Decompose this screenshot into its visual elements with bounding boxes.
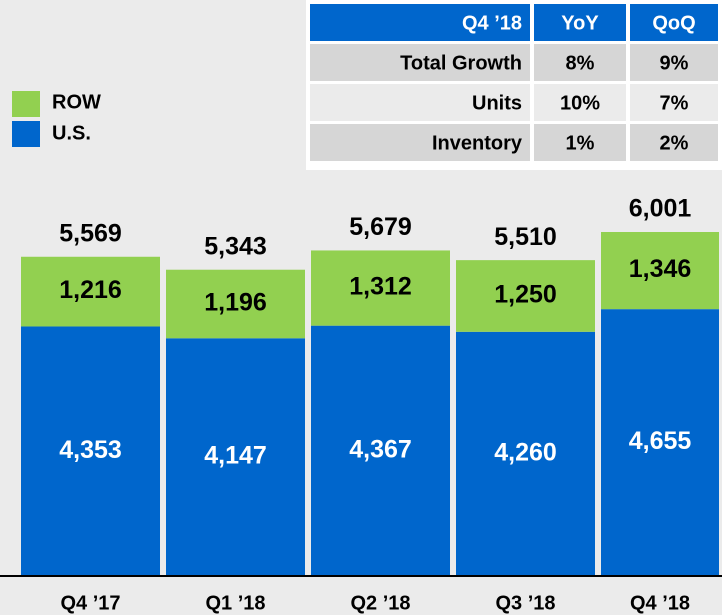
table-text: 8% (566, 52, 595, 74)
x-tick-label: Q1 ’18 (205, 592, 265, 614)
bar-segment (21, 326, 160, 576)
total-label: 5,679 (349, 213, 412, 241)
table-text: Total Growth (400, 52, 522, 74)
table-cell (310, 44, 530, 81)
segment-label: 4,367 (349, 435, 412, 463)
legend-label: ROW (52, 91, 101, 113)
legend-swatch (12, 121, 40, 147)
table-text: 2% (660, 132, 689, 154)
table-header-text: Q4 ’18 (462, 12, 522, 34)
table-cell (630, 44, 718, 81)
total-label: 5,510 (494, 223, 557, 251)
table-text: 7% (660, 92, 689, 114)
segment-label: 1,346 (629, 255, 692, 283)
segment-label: 1,216 (59, 276, 122, 304)
x-tick-label: Q2 ’18 (350, 592, 410, 614)
table-text: Units (472, 92, 522, 114)
table-cell (534, 44, 626, 81)
table-cell (534, 124, 626, 161)
total-label: 5,569 (59, 219, 122, 247)
table-header-cell (534, 4, 626, 41)
table-text: 1% (566, 132, 595, 154)
table-header-cell (630, 4, 718, 41)
legend-swatch (12, 91, 40, 117)
bar-segment (166, 269, 305, 339)
table-header-cell (310, 4, 530, 41)
x-tick-label: Q4 ’18 (630, 592, 690, 614)
total-label: 5,343 (204, 232, 267, 260)
bar-segment (311, 250, 450, 326)
table-cell (630, 124, 718, 161)
bar-segment (21, 256, 160, 327)
bar-segment (601, 309, 719, 576)
table-text: Inventory (432, 132, 523, 154)
segment-label: 1,196 (204, 289, 267, 317)
x-tick-label: Q3 ’18 (495, 592, 555, 614)
x-tick-label: Q4 ’17 (60, 592, 120, 614)
segment-label: 4,260 (494, 439, 557, 467)
table-header-text: QoQ (652, 12, 695, 34)
segment-label: 1,312 (349, 273, 412, 301)
table-header-text: YoY (561, 12, 599, 34)
table-text: 9% (660, 52, 689, 74)
bar-segment (601, 232, 719, 310)
bar-segment (166, 338, 305, 576)
table-cell (534, 84, 626, 121)
bar-segment (456, 260, 595, 332)
bar-segment (456, 331, 595, 576)
legend-label: U.S. (52, 122, 91, 144)
table-text: 10% (560, 92, 600, 114)
table-cell (310, 84, 530, 121)
total-label: 6,001 (629, 195, 692, 223)
segment-label: 4,147 (204, 442, 267, 470)
segment-label: 1,250 (494, 281, 557, 309)
table-cell (630, 84, 718, 121)
segment-label: 4,655 (629, 427, 692, 455)
table-cell (310, 124, 530, 161)
segment-label: 4,353 (59, 436, 122, 464)
bar-segment (311, 325, 450, 576)
